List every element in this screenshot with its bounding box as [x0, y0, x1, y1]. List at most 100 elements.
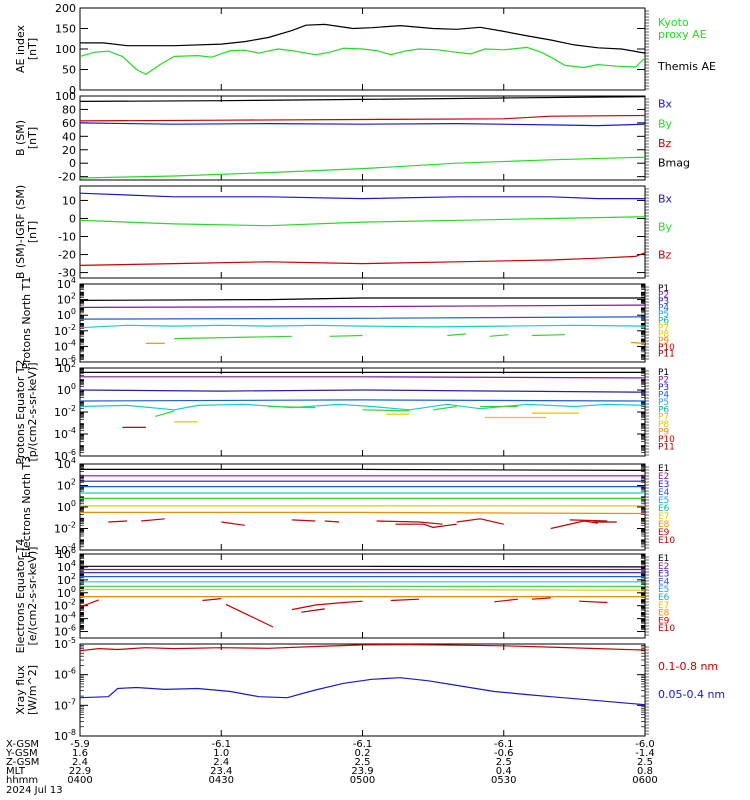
- series-p2-line: [79, 304, 646, 308]
- legend-entry: P10: [658, 343, 675, 353]
- series-e9-line: [390, 598, 420, 602]
- y-axis-label: Xray flux[W/m^2]: [14, 665, 39, 715]
- series-e1-line: [80, 565, 646, 568]
- ephemeris-value: 0600: [632, 775, 657, 786]
- ephemeris-value: 1.6: [72, 748, 88, 759]
- series-p6-line: [433, 405, 457, 411]
- y-tick-label: 0: [69, 212, 76, 225]
- series-e9-line: [108, 520, 128, 523]
- ephemeris-value: 0400: [67, 775, 92, 786]
- ephemeris-value: 2.5: [637, 757, 653, 768]
- y-tick-label: 10: [62, 194, 76, 207]
- series-e9-line: [550, 520, 598, 530]
- series-themis-ae-line: [80, 23, 646, 54]
- y-tick-label: 10-6: [54, 354, 76, 369]
- series-p4-line: [79, 316, 646, 320]
- y-tick-label: 106: [57, 546, 76, 561]
- legend-entry: P11: [658, 349, 675, 359]
- y-tick-label: 10-2: [54, 598, 76, 613]
- y-tick-label: 102: [57, 478, 76, 493]
- legend-entry: Bz: [658, 248, 672, 261]
- legend-entry: E7: [658, 512, 669, 522]
- series-e9-line: [225, 603, 274, 628]
- series-e1-line: [80, 468, 646, 471]
- legend-entry: P3: [658, 383, 669, 393]
- ephemeris-value: 2.4: [213, 757, 229, 768]
- series-bx-line: [79, 122, 646, 127]
- ephemeris-value: -0.6: [494, 748, 514, 759]
- legend-entry: Themis AE: [657, 60, 716, 73]
- y-axis-label: Protons North T1: [20, 277, 33, 370]
- y-tick-label: 10-6: [54, 667, 76, 682]
- series-e9-line: [494, 598, 518, 603]
- series-p5-line: [79, 403, 646, 411]
- ephemeris-value: 0500: [350, 775, 375, 786]
- ephemeris-value: 2.5: [496, 757, 512, 768]
- legend-entry: E3: [658, 480, 669, 490]
- legend-entry: E8: [658, 520, 670, 530]
- y-tick-label: 102: [57, 572, 76, 587]
- series-bz-line: [79, 252, 646, 266]
- legend-entry: Bz: [658, 137, 672, 150]
- series-e10-line: [301, 608, 325, 613]
- series-e9-line: [456, 518, 504, 525]
- y-axis-label: Electrons North T3: [20, 456, 33, 558]
- panel-frame: [79, 95, 646, 181]
- ephemeris-value: 22.9: [69, 766, 91, 777]
- series-bz-line: [79, 114, 646, 122]
- y-tick-label: 102: [57, 292, 76, 307]
- y-tick-label: 150: [55, 23, 76, 36]
- y-tick-label: -20: [58, 249, 76, 262]
- legend-entry: 0.1-0.8 nm: [658, 660, 718, 673]
- series-e9-line: [291, 519, 316, 522]
- series-p1-line: [79, 297, 645, 301]
- legend-entry: E9: [658, 528, 670, 538]
- ephemeris-row-label: Z-GSM: [6, 757, 39, 768]
- series-e9-line: [531, 597, 551, 600]
- series-p6-line: [531, 334, 566, 337]
- y-tick-label: 10-4: [54, 426, 76, 441]
- y-tick-label: 10-4: [54, 611, 76, 626]
- y-tick-label: 10-4: [54, 542, 76, 557]
- y-tick-label: 50: [62, 64, 76, 77]
- series-p6-line: [174, 335, 292, 340]
- y-tick-label: 102: [57, 360, 76, 375]
- legend-entry: Kyoto: [658, 16, 689, 29]
- legend-entry: E4: [658, 488, 670, 498]
- legend-entry: E10: [658, 536, 675, 546]
- legend-entry: P7: [658, 323, 669, 333]
- legend-entry: 0.05-0.4 nm: [658, 688, 725, 701]
- y-tick-label: 100: [57, 307, 76, 322]
- ephemeris-table: X-GSMY-GSMZ-GSMMLThhmm-5.91.62.422.90400…: [5, 739, 658, 796]
- series-e7-line: [80, 588, 646, 591]
- ephemeris-value: 2.4: [72, 757, 88, 768]
- series-bmag-line: [79, 96, 646, 102]
- series-p6-line: [329, 334, 363, 337]
- ephemeris-value: 23.9: [351, 766, 373, 777]
- y-tick-label: 104: [57, 276, 76, 291]
- ephemeris-value: -6.0: [635, 739, 655, 750]
- ephemeris-value: 2.5: [355, 757, 371, 768]
- y-tick-label: 80: [62, 103, 76, 116]
- ephemeris-row-label: MLT: [6, 766, 26, 777]
- series-e9-line: [79, 599, 100, 608]
- legend-entry: Bmag: [658, 156, 690, 169]
- y-axis-label: AE index[nT]: [14, 24, 39, 73]
- series-e9-line: [202, 598, 222, 602]
- series-0-05-0-4-nm-line: [79, 677, 646, 706]
- series-e9-line: [324, 520, 340, 523]
- legend-entry: E6: [658, 504, 670, 514]
- panel-frame: [79, 367, 646, 457]
- legend-entry: By: [658, 117, 673, 130]
- legend-entry: E2: [658, 562, 669, 572]
- series-p5-line: [79, 324, 646, 329]
- legend-entry: E10: [658, 624, 675, 634]
- y-tick-label: 100: [55, 43, 76, 56]
- y-axis-label: B (SM)-IGRF (SM)[nT]: [14, 185, 39, 279]
- legend-entry: P10: [658, 435, 675, 445]
